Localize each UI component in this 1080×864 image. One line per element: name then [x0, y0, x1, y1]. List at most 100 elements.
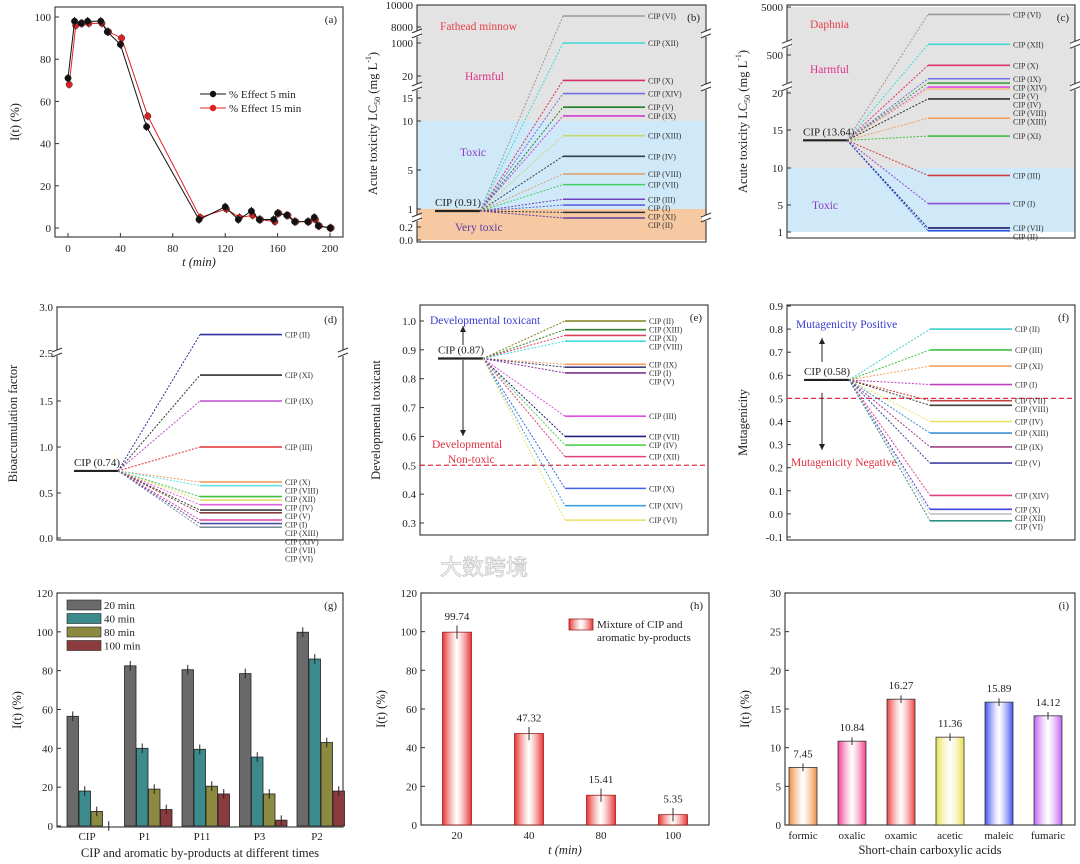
legend-marker [209, 104, 217, 112]
axis-break-mark [1069, 81, 1080, 87]
product-connector [846, 140, 929, 231]
axis-break-mark [337, 352, 349, 358]
y-tick-label: 1.0 [402, 316, 416, 328]
product-label: CIP (VIII) [649, 343, 683, 352]
product-connector [117, 470, 201, 521]
y-tick-label: 5000 [761, 2, 784, 14]
toxicity-band [417, 5, 706, 121]
y-tick-label: 0.2 [399, 222, 413, 234]
y-tick-label: 10 [770, 743, 782, 755]
y-tick-label: 20 [40, 181, 52, 193]
panel-label: (c) [1057, 12, 1070, 24]
x-tick-label: 160 [269, 243, 286, 255]
bar [935, 736, 965, 826]
x-tick-label: 80 [596, 830, 608, 842]
data-point [270, 216, 278, 224]
panel-label: (g) [324, 600, 337, 612]
parent-label: CIP (0.87) [438, 345, 484, 357]
y-tick-label: 0.0 [769, 509, 783, 521]
y-axis-label-part: -1 [364, 56, 373, 63]
data-point [326, 224, 334, 232]
data-label: 5.35 [663, 794, 683, 806]
x-axis-label: Short-chain carboxylic acids [858, 843, 1001, 857]
axis-break-gap [413, 215, 421, 221]
y-axis-label: Acute toxicity LC50 (mg L-1) [734, 50, 752, 193]
product-label: CIP (VII) [1013, 224, 1044, 233]
axis-break-gap [702, 30, 710, 37]
data-label: 11.36 [938, 718, 963, 730]
bar [136, 747, 149, 827]
y-tick-label: 60 [40, 96, 52, 108]
product-label: CIP (III) [649, 412, 677, 421]
y-tick-label: 0.0 [39, 533, 53, 545]
parent-label: CIP (0.58) [804, 366, 850, 378]
y-tick-label: 30 [770, 588, 782, 600]
product-label: CIP (IX) [648, 112, 676, 121]
panel-label: (h) [690, 600, 703, 612]
y-tick-label: 0.9 [769, 301, 783, 313]
product-label: CIP (IV) [649, 441, 677, 450]
y-tick-label: 500 [767, 50, 784, 62]
y-tick-label: 40 [40, 139, 52, 151]
y-axis-label-text: I(t) (%) [738, 690, 752, 728]
axis-break-mark [781, 86, 793, 92]
product-connector [479, 155, 564, 212]
product-label: CIP (V) [649, 377, 675, 386]
product-label: CIP (I) [649, 369, 671, 378]
axis-break-gap [783, 41, 791, 48]
axis-break-mark [1069, 86, 1080, 92]
y-tick-label: -0.1 [766, 532, 783, 544]
data-point [84, 17, 92, 25]
y-tick-label: 0.5 [769, 393, 783, 405]
product-label: CIP (XII) [649, 453, 680, 462]
x-tick-label: 40 [524, 830, 536, 842]
product-connector [846, 86, 929, 141]
y-axis-label-part: ) [736, 50, 750, 54]
product-label: CIP (VII) [1015, 397, 1046, 406]
parent-label: CIP (13.64) [803, 126, 855, 138]
y-tick-label: 0 [412, 820, 418, 832]
product-label: CIP (I) [1013, 200, 1035, 209]
product-connector [482, 358, 566, 368]
panel-i: 0 5 10 15 20 25 30 I(t) (%) Short-chain carboxyl… [738, 588, 1076, 857]
product-label: CIP (XII) [1015, 514, 1046, 523]
product-connector [117, 470, 201, 514]
data-label: 14.12 [1036, 697, 1061, 709]
bar [205, 785, 218, 827]
y-axis-label: I(t) (%) [10, 691, 24, 729]
y-tick-label: 0.1 [769, 486, 783, 498]
region-annotation: Developmental [432, 439, 502, 451]
x-tick-label: acetic [937, 830, 963, 842]
data-label: 15.41 [589, 774, 614, 786]
bar [251, 756, 264, 827]
x-tick-label: 80 [167, 243, 179, 255]
axis-break-gap [413, 84, 421, 90]
legend-label: 80 min [104, 627, 135, 639]
product-connector [482, 358, 566, 417]
x-tick-label: P11 [194, 831, 211, 843]
x-tick-label: CIP [78, 831, 95, 843]
data-point [103, 28, 111, 36]
product-label: CIP (VIII) [648, 170, 682, 179]
legend-label: Mixture of CIP and [597, 619, 683, 631]
product-connector [848, 379, 931, 522]
bar [239, 673, 252, 827]
plot-frame [786, 304, 1076, 541]
legend-label: aromatic by-products [597, 632, 691, 644]
bar [1033, 715, 1063, 826]
product-label: CIP (IV) [1015, 418, 1043, 427]
y-tick-label: 10 [402, 116, 414, 128]
y-tick-label: 60 [42, 705, 54, 717]
x-tick-label: P1 [139, 831, 151, 843]
y-tick-label: 0.8 [402, 374, 416, 386]
data-point [64, 74, 72, 82]
y-axis-label-part: -1 [734, 54, 743, 61]
product-label: CIP (V) [1013, 92, 1039, 101]
product-label: CIP (XIV) [1015, 491, 1049, 500]
y-axis-label-part: 50 [373, 97, 382, 105]
product-label: CIP (II) [285, 331, 310, 340]
product-connector [848, 379, 931, 448]
bar [296, 631, 309, 827]
bar [442, 631, 472, 826]
product-label: CIP (IX) [649, 360, 677, 369]
